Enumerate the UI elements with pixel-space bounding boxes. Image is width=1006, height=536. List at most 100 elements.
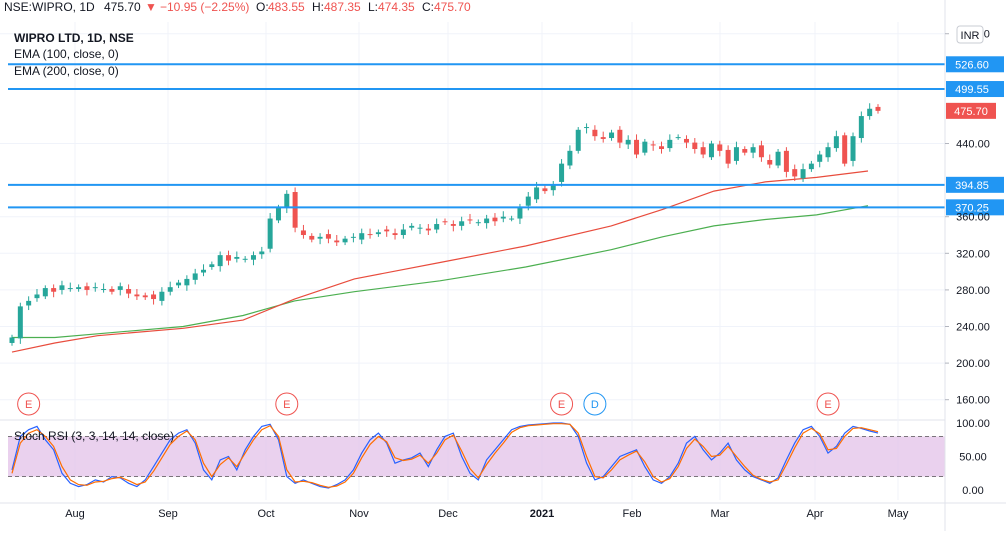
candle[interactable] xyxy=(392,228,398,240)
candle[interactable] xyxy=(650,140,656,151)
candle[interactable] xyxy=(184,275,190,291)
candle[interactable] xyxy=(417,224,423,235)
candle[interactable] xyxy=(9,334,15,346)
candle[interactable] xyxy=(700,141,706,159)
candle[interactable] xyxy=(151,290,157,305)
candle[interactable] xyxy=(59,280,65,295)
candle[interactable] xyxy=(833,130,839,152)
candle[interactable] xyxy=(509,215,515,222)
candle[interactable] xyxy=(34,288,40,302)
candle[interactable] xyxy=(67,282,73,292)
earnings-marker[interactable]: E xyxy=(816,392,840,416)
candle[interactable] xyxy=(808,160,814,172)
candle[interactable] xyxy=(675,134,681,140)
candle[interactable] xyxy=(259,246,265,259)
candle[interactable] xyxy=(201,264,207,277)
candle[interactable] xyxy=(850,132,856,167)
candle[interactable] xyxy=(617,126,623,149)
candle[interactable] xyxy=(226,250,231,266)
candle[interactable] xyxy=(192,268,198,285)
candle[interactable] xyxy=(475,219,481,226)
candle[interactable] xyxy=(409,223,415,231)
candle[interactable] xyxy=(217,251,223,272)
candle[interactable] xyxy=(375,229,381,237)
candle[interactable] xyxy=(159,287,165,306)
dividend-marker[interactable]: D xyxy=(583,392,607,416)
candle[interactable] xyxy=(634,134,640,159)
candle[interactable] xyxy=(109,286,115,295)
candle[interactable] xyxy=(717,140,723,157)
candle[interactable] xyxy=(450,220,456,232)
candlesticks[interactable] xyxy=(9,103,881,346)
candle[interactable] xyxy=(584,123,590,134)
candle[interactable] xyxy=(176,279,182,289)
candle[interactable] xyxy=(758,140,764,162)
candle[interactable] xyxy=(434,218,440,234)
candle[interactable] xyxy=(559,159,565,187)
candle[interactable] xyxy=(550,181,556,196)
candle[interactable] xyxy=(284,190,290,214)
candle[interactable] xyxy=(42,285,48,300)
candle[interactable] xyxy=(775,149,781,169)
candle[interactable] xyxy=(76,284,82,292)
oscillator-label[interactable]: Stoch RSI (3, 3, 14, 14, close) xyxy=(14,429,174,443)
candle[interactable] xyxy=(575,127,581,154)
candle[interactable] xyxy=(683,135,689,149)
candle[interactable] xyxy=(484,214,490,229)
candle[interactable] xyxy=(167,281,173,296)
candle[interactable] xyxy=(742,146,748,156)
candle[interactable] xyxy=(142,292,148,300)
candle[interactable] xyxy=(359,228,365,245)
earnings-marker[interactable]: E xyxy=(550,392,574,416)
candle[interactable] xyxy=(659,141,664,154)
time-axis[interactable]: Aug Sep Oct Nov Dec 2021 Feb Mar Apr May xyxy=(65,508,909,520)
candle[interactable] xyxy=(800,163,806,182)
legend-ema-100[interactable]: EMA (100, close, 0) xyxy=(14,47,119,61)
candle[interactable] xyxy=(542,185,548,194)
candle[interactable] xyxy=(117,282,123,296)
candle[interactable] xyxy=(725,145,731,169)
candle[interactable] xyxy=(442,218,448,225)
candle[interactable] xyxy=(267,213,273,253)
candle[interactable] xyxy=(867,103,873,120)
candle[interactable] xyxy=(858,111,864,143)
candle[interactable] xyxy=(92,282,98,292)
candle[interactable] xyxy=(667,134,673,152)
legend-ema-200[interactable]: EMA (200, close, 0) xyxy=(14,64,119,78)
earnings-marker[interactable]: E xyxy=(275,392,299,416)
candle[interactable] xyxy=(101,283,107,293)
currency-badge-box[interactable] xyxy=(956,25,984,44)
earnings-marker[interactable]: E xyxy=(17,392,41,416)
candle[interactable] xyxy=(425,224,431,236)
candle[interactable] xyxy=(492,213,498,226)
candle[interactable] xyxy=(350,233,356,243)
candle[interactable] xyxy=(334,235,340,246)
candle[interactable] xyxy=(250,251,256,266)
horizontal-levels[interactable]: 526.60 499.55 394.85 370.25 475.70 xyxy=(8,56,1004,216)
candle[interactable] xyxy=(625,135,631,150)
candle[interactable] xyxy=(467,213,473,225)
candle[interactable] xyxy=(400,224,406,239)
candle[interactable] xyxy=(300,224,306,239)
candle[interactable] xyxy=(292,187,298,233)
candle[interactable] xyxy=(642,138,648,156)
candle[interactable] xyxy=(783,147,789,178)
candle[interactable] xyxy=(26,296,32,311)
candle[interactable] xyxy=(209,261,215,270)
candle[interactable] xyxy=(750,143,756,159)
stoch-rsi-pane[interactable]: 100.00 50.00 0.00 xyxy=(8,418,990,497)
candle[interactable] xyxy=(309,233,315,243)
candle[interactable] xyxy=(17,302,23,344)
candle[interactable] xyxy=(692,138,698,154)
candle[interactable] xyxy=(767,154,773,169)
candle[interactable] xyxy=(792,164,798,182)
candle[interactable] xyxy=(825,142,831,162)
candle[interactable] xyxy=(500,211,506,223)
candle[interactable] xyxy=(84,282,90,296)
candle[interactable] xyxy=(134,288,140,300)
candle[interactable] xyxy=(242,256,248,263)
candle[interactable] xyxy=(51,284,57,298)
candle[interactable] xyxy=(342,235,348,246)
